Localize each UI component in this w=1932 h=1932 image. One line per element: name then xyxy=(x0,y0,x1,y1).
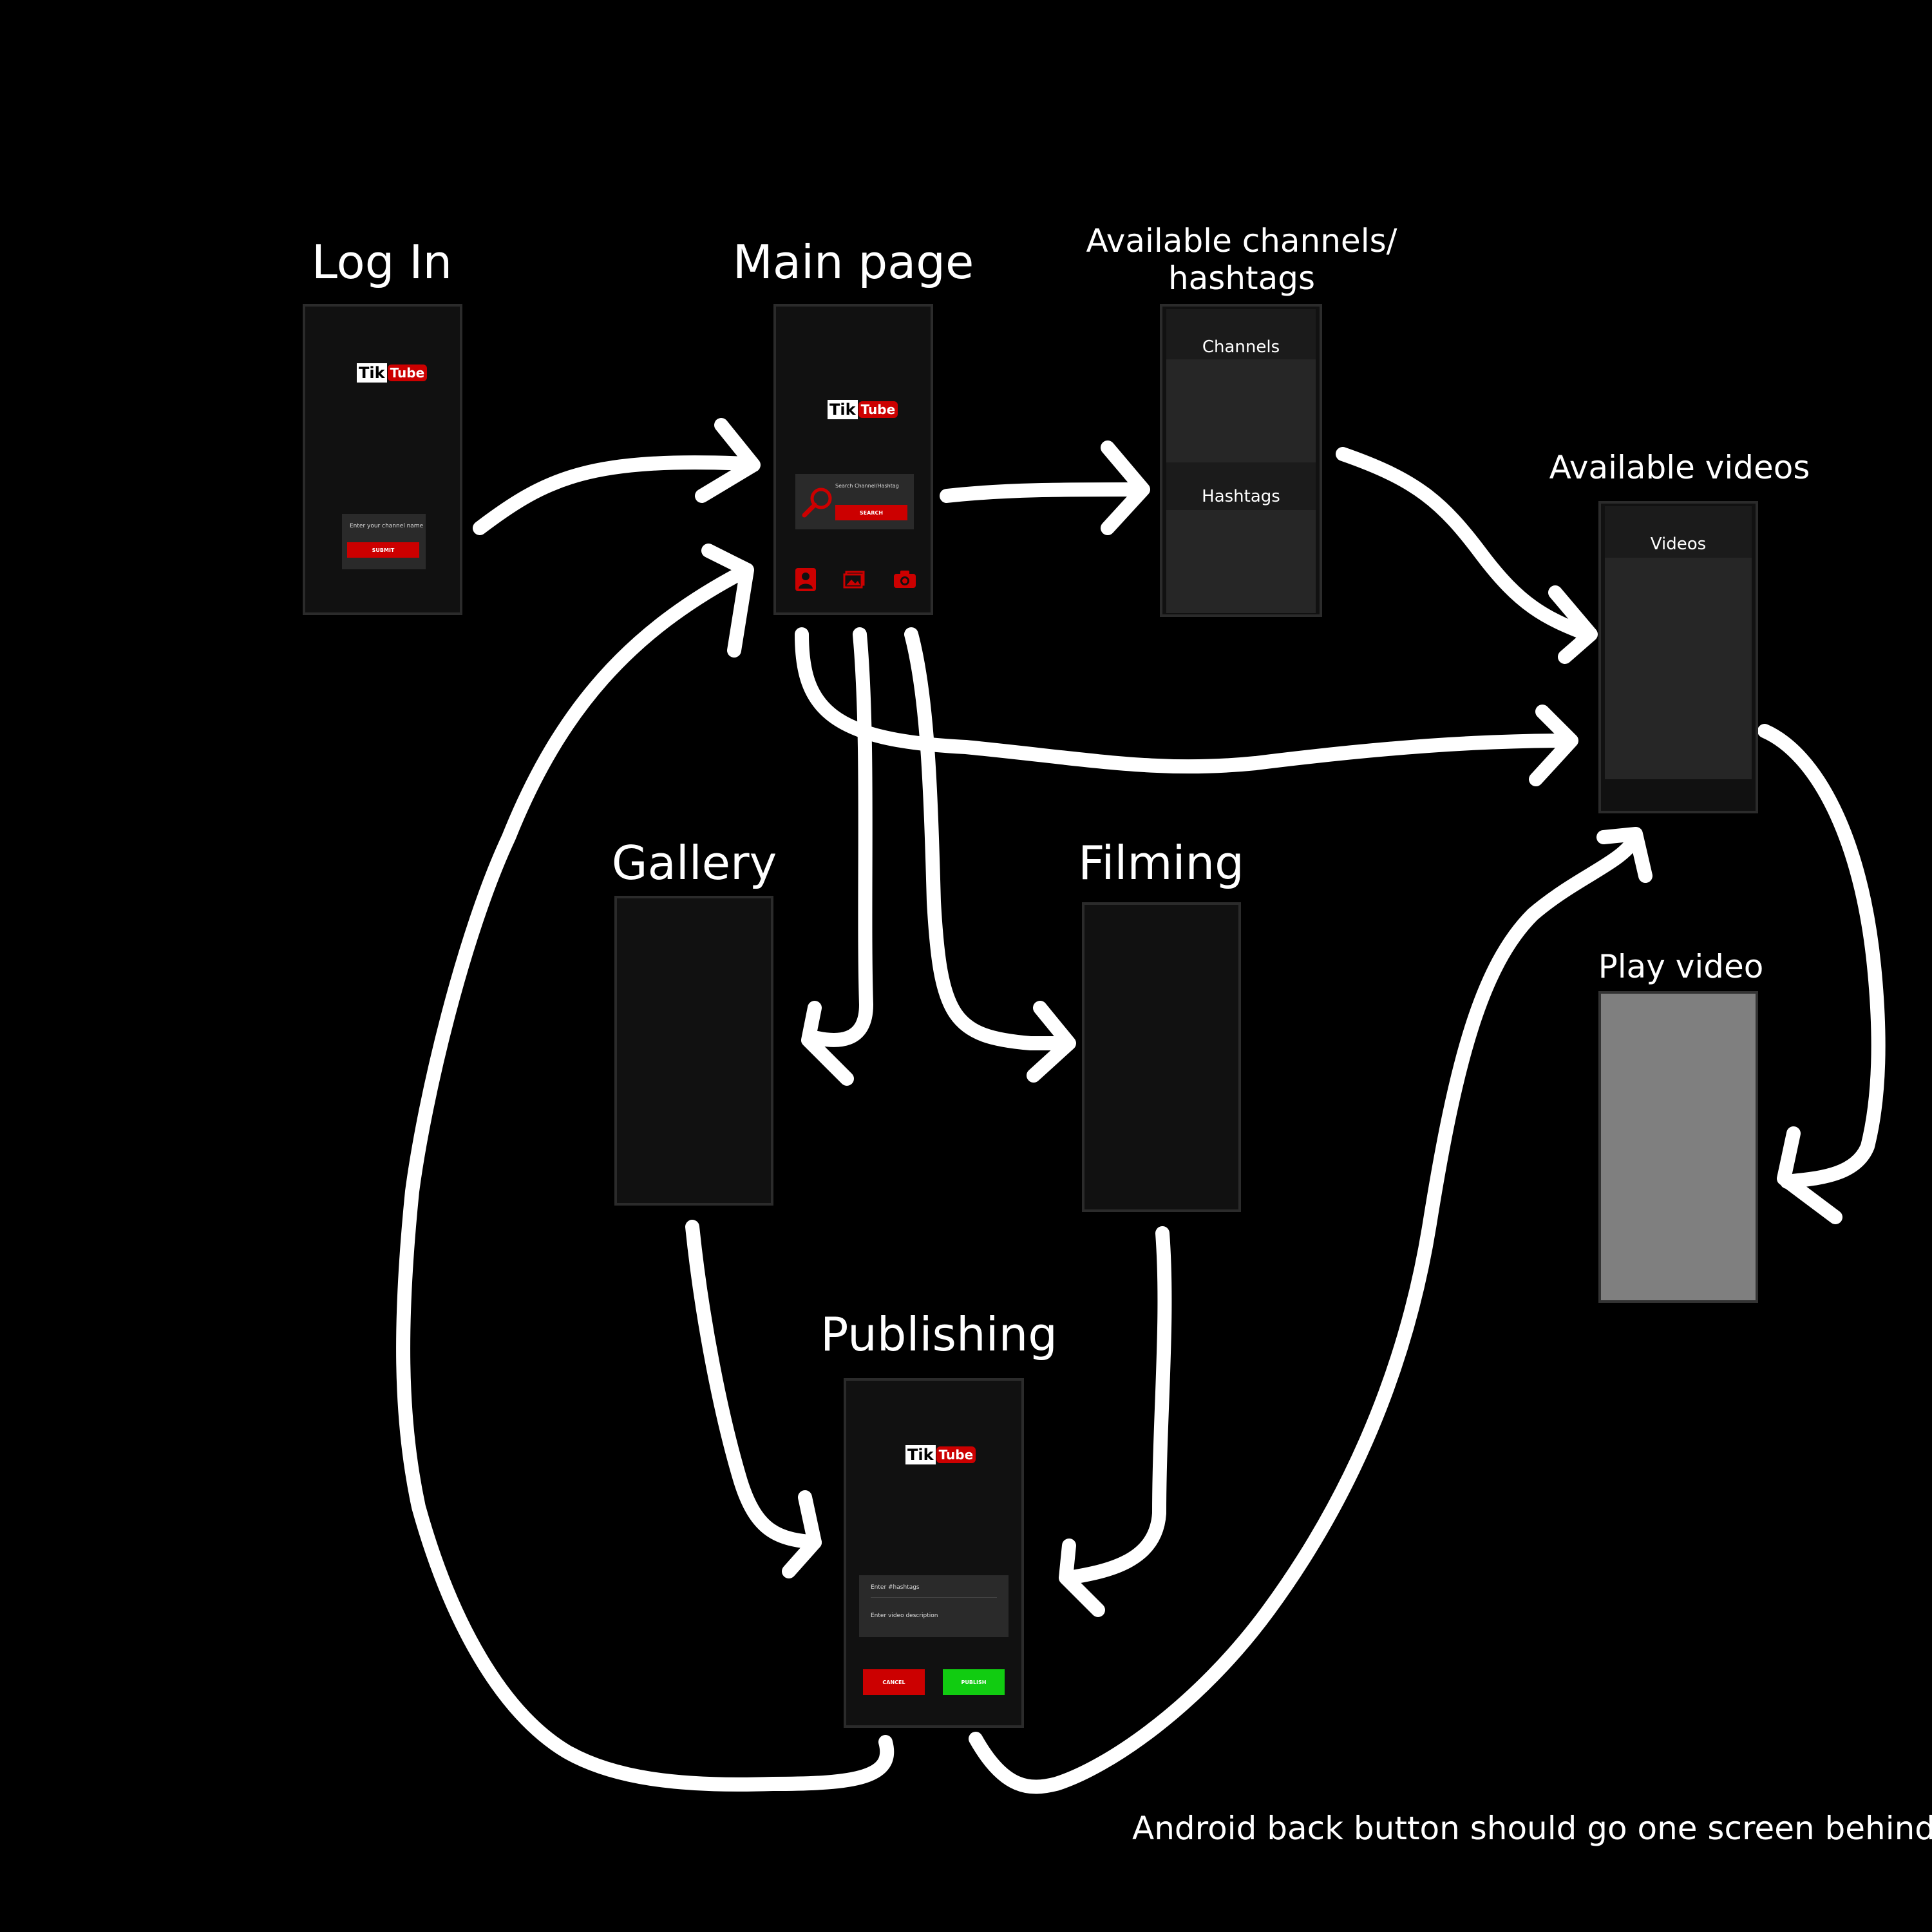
arrow-publishing-to-main xyxy=(396,566,895,1792)
arrow-publishing-to-main-head xyxy=(701,544,754,658)
videos-label: Videos xyxy=(1650,535,1707,554)
filming-screen[interactable] xyxy=(1082,902,1241,1212)
profile-icon[interactable] xyxy=(794,567,817,592)
arrow-main-to-filming xyxy=(904,627,1073,1050)
hashtags-header-band xyxy=(1166,462,1316,510)
videos-title: Available videos xyxy=(1549,449,1810,486)
back-button-note: Android back button should go one screen… xyxy=(1132,1810,1932,1847)
channel-name-input[interactable]: Enter your channel name xyxy=(350,523,424,529)
gallery-screen[interactable] xyxy=(614,896,773,1206)
search-input[interactable]: Search Channel/Hashtag xyxy=(835,483,899,489)
tiktube-logo: Tik Tube xyxy=(828,400,898,419)
cancel-button[interactable]: CANCEL xyxy=(863,1669,925,1695)
publish-button[interactable]: PUBLISH xyxy=(943,1669,1005,1695)
logo-tube: Tube xyxy=(387,365,428,381)
logo-tik: Tik xyxy=(828,400,858,419)
main-title: Main page xyxy=(732,235,974,289)
search-card: Search Channel/Hashtag SEARCH xyxy=(795,474,914,529)
logo-tik: Tik xyxy=(905,1445,936,1464)
channel-name-card: Enter your channel name SUBMIT xyxy=(342,514,426,569)
gallery-icon[interactable] xyxy=(843,569,866,590)
channels-label: Channels xyxy=(1202,337,1280,357)
videos-header-band xyxy=(1605,506,1752,558)
videos-screen: Videos xyxy=(1598,501,1758,813)
publishing-screen: Tik Tube Enter #hashtags Enter video des… xyxy=(844,1378,1024,1728)
arrow-main-to-videos xyxy=(795,627,1575,774)
logo-tube: Tube xyxy=(858,401,898,418)
arrow-channels-to-videos xyxy=(1336,447,1595,641)
arrow-login-to-main xyxy=(473,455,754,535)
arrow-gallery-to-publishing-head xyxy=(782,1490,822,1578)
login-screen: Tik Tube Enter your channel name SUBMIT xyxy=(303,304,462,615)
channels-title-line1: Available channels/ xyxy=(1086,222,1397,260)
gallery-title: Gallery xyxy=(611,836,777,890)
filming-title: Filming xyxy=(1078,836,1244,890)
tiktube-logo: Tik Tube xyxy=(905,1445,976,1464)
search-button[interactable]: SEARCH xyxy=(835,505,907,520)
arrow-publishing-to-videos-head xyxy=(1596,827,1653,883)
arrow-main-to-gallery-head xyxy=(801,1001,854,1086)
arrow-filming-to-publishing-head xyxy=(1059,1539,1105,1617)
arrow-channels-to-videos-head xyxy=(1548,585,1598,664)
arrow-videos-to-play-head xyxy=(1777,1126,1842,1224)
arrow-gallery-to-publishing xyxy=(685,1220,822,1549)
publishing-title: Publishing xyxy=(820,1307,1057,1361)
submit-button[interactable]: SUBMIT xyxy=(347,542,419,558)
channels-title-line2: hashtags xyxy=(1168,260,1316,297)
arrow-main-to-channels xyxy=(940,482,1147,503)
arrow-main-to-videos-head xyxy=(1529,705,1578,786)
tiktube-logo: Tik Tube xyxy=(357,363,428,383)
channels-header-band xyxy=(1166,309,1316,359)
arrow-main-to-gallery xyxy=(804,627,873,1047)
login-title: Log In xyxy=(311,235,453,289)
search-icon xyxy=(802,488,832,518)
logo-tube: Tube xyxy=(936,1446,976,1463)
logo-tik: Tik xyxy=(357,363,387,383)
play-video-screen[interactable] xyxy=(1598,991,1758,1303)
arrow-publishing-to-videos xyxy=(969,830,1643,1794)
play-title: Play video xyxy=(1598,948,1764,985)
hashtags-label: Hashtags xyxy=(1202,487,1280,506)
arrow-main-to-channels-head xyxy=(1101,440,1150,535)
hashtags-list[interactable] xyxy=(1166,510,1316,613)
hashtags-input[interactable]: Enter #hashtags xyxy=(871,1584,920,1591)
main-screen: Tik Tube Search Channel/Hashtag SEARCH xyxy=(773,304,933,615)
channels-list[interactable] xyxy=(1166,359,1316,462)
arrow-videos-to-play xyxy=(1757,724,1886,1189)
channels-screen: Channels Hashtags xyxy=(1160,304,1322,617)
arrow-filming-to-publishing xyxy=(1062,1226,1172,1585)
field-divider xyxy=(871,1597,997,1598)
videos-list[interactable] xyxy=(1605,558,1752,779)
camera-icon[interactable] xyxy=(892,568,918,590)
description-input[interactable]: Enter video description xyxy=(871,1613,938,1619)
arrow-main-to-filming-head xyxy=(1027,1001,1076,1083)
publish-form-card: Enter #hashtags Enter video description xyxy=(859,1575,1009,1637)
arrow-login-to-main-head xyxy=(695,418,761,503)
